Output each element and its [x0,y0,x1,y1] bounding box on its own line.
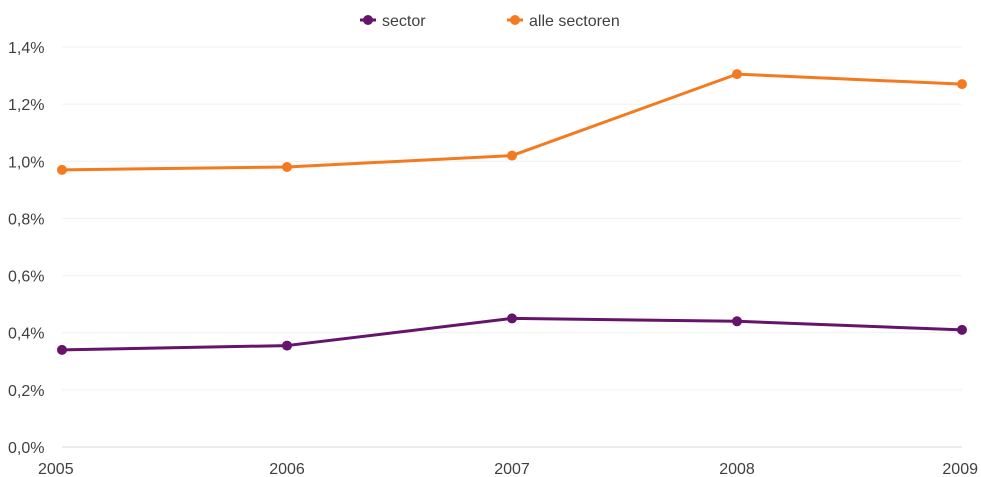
data-point [732,69,742,80]
data-point [282,340,292,351]
gridlines [62,46,962,448]
legend-item-sector: sector [360,13,426,30]
data-point [57,164,67,175]
y-axis-tick-labels: 0,0% 0,2% 0,4% 0,6% 0,8% 1,0% 1,2% 1,4% [8,40,44,457]
series-alle-sectoren [57,69,967,175]
data-point [957,79,967,90]
y-tick-label: 1,2% [8,97,44,114]
x-tick-label: 2005 [38,461,74,477]
y-tick-label: 0,8% [8,211,44,228]
data-point [957,324,967,335]
y-tick-label: 1,0% [8,154,44,171]
x-tick-label: 2007 [494,461,530,477]
data-point [57,344,67,355]
x-tick-label: 2008 [719,461,755,477]
data-point [507,150,517,161]
y-tick-label: 1,4% [8,40,44,57]
data-point [732,316,742,327]
legend-item-alle-sectoren: alle sectoren [507,13,620,30]
legend-dot-marker [510,15,520,25]
x-tick-label: 2009 [942,461,978,477]
x-tick-label: 2006 [269,461,305,477]
y-tick-label: 0,4% [8,326,44,343]
y-tick-label: 0,0% [8,440,44,457]
series-lines [57,69,967,355]
data-point [507,313,517,324]
series-sector [57,313,967,355]
legend-label: alle sectoren [529,13,620,30]
legend: sector alle sectoren [360,13,620,30]
legend-dot-marker [363,15,373,25]
legend-label: sector [382,13,426,30]
data-point [282,162,292,172]
y-tick-label: 0,2% [8,383,44,400]
x-axis-tick-labels: 2005 2006 2007 2008 2009 [38,461,978,477]
y-tick-label: 0,6% [8,269,44,286]
